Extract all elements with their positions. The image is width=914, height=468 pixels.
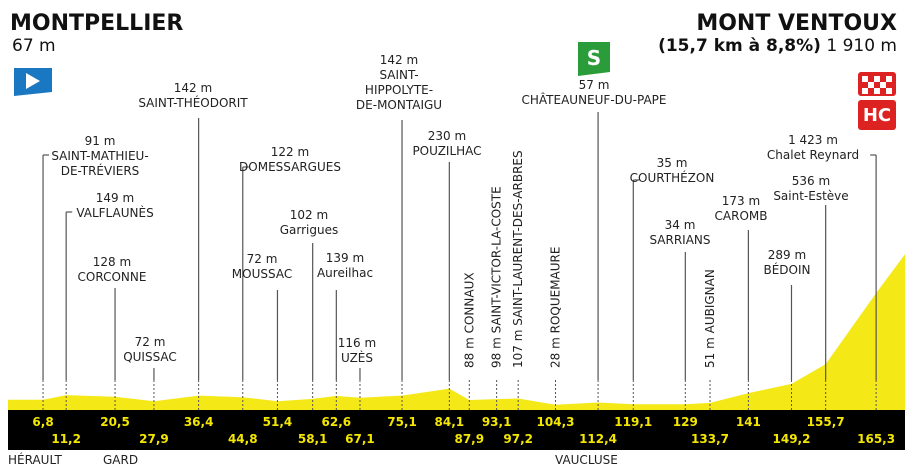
waypoint-name: Saint-Estève xyxy=(773,189,848,203)
finish-name: MONT VENTOUX xyxy=(696,11,897,36)
finish-altitude: 1 910 m xyxy=(826,36,897,56)
waypoint-name: HIPPOLYTE- xyxy=(365,83,433,97)
hc-label: HC xyxy=(863,105,891,126)
waypoint-altitude: 139 m xyxy=(326,251,364,265)
km-label: 27,9 xyxy=(139,432,169,446)
waypoint-altitude: 57 m xyxy=(579,78,610,92)
waypoint-altitude: 289 m xyxy=(768,248,806,262)
elevation-profile xyxy=(8,293,877,410)
waypoint-name: DOMESSARGUES xyxy=(239,160,341,174)
waypoint-name: QUISSAC xyxy=(123,350,177,364)
km-label: 58,1 xyxy=(298,432,328,446)
km-label: 155,7 xyxy=(807,415,845,429)
waypoint-label: 51 m AUBIGNAN xyxy=(703,269,717,368)
waypoint-altitude: 34 m xyxy=(665,218,696,232)
start-arrow xyxy=(26,73,40,89)
waypoint-altitude: 128 m xyxy=(93,255,131,269)
waypoint-label: 98 m SAINT-VICTOR-LA-COSTE xyxy=(490,186,504,368)
waypoint-altitude: 91 m xyxy=(85,134,116,148)
km-label: 97,2 xyxy=(503,432,533,446)
km-label: 62,6 xyxy=(322,415,352,429)
start-name: MONTPELLIER xyxy=(10,11,183,36)
finish-info: (15,7 km à 8,8%) 1 910 m xyxy=(658,36,897,56)
waypoint-name: CHÂTEAUNEUF-DU-PAPE xyxy=(521,92,666,107)
waypoint-name: SARRIANS xyxy=(649,233,710,247)
waypoint-name: SAINT-VICTOR-LA-COSTE xyxy=(490,186,504,333)
region-label: GARD xyxy=(103,453,138,467)
finish-flag xyxy=(858,72,896,96)
waypoint-name: ROQUEMAURE xyxy=(549,247,563,334)
waypoint-altitude: 230 m xyxy=(428,129,466,143)
waypoint-altitude: 1 423 m xyxy=(788,133,838,147)
km-label: 129 xyxy=(673,415,698,429)
km-label: 87,9 xyxy=(454,432,484,446)
waypoint-name: SAINT- xyxy=(379,68,418,82)
waypoint-name: UZÈS xyxy=(341,350,373,365)
waypoint-name: CAROMB xyxy=(715,209,768,223)
km-label: 141 xyxy=(736,415,761,429)
waypoint-name: SAINT-MATHIEU- xyxy=(51,149,148,163)
km-label: 149,2 xyxy=(773,432,811,446)
waypoint-altitude: 88 m xyxy=(462,337,476,368)
km-label: 119,1 xyxy=(614,415,652,429)
km-label: 93,1 xyxy=(482,415,512,429)
km-label: 133,7 xyxy=(691,432,729,446)
waypoint-altitude: 102 m xyxy=(290,208,328,222)
sprint-badge xyxy=(578,42,610,76)
waypoint-name: COURTHÉZON xyxy=(630,170,715,185)
waypoint-label: 88 m CONNAUX xyxy=(462,272,476,368)
km-label: 112,4 xyxy=(579,432,617,446)
waypoint-label: 107 m SAINT-LAURENT-DES-ARBRES xyxy=(511,150,525,368)
waypoint-name: Aureilhac xyxy=(317,266,373,280)
waypoint-name: DE-TRÉVIERS xyxy=(61,163,140,178)
final-climb xyxy=(876,254,905,410)
start-altitude: 67 m xyxy=(12,36,56,56)
km-label: 11,2 xyxy=(51,432,81,446)
region-label: VAUCLUSE xyxy=(555,453,618,467)
waypoint-altitude: 173 m xyxy=(722,194,760,208)
km-label: 36,4 xyxy=(184,415,214,429)
waypoint-label: 28 m ROQUEMAURE xyxy=(549,247,563,368)
km-label: 20,5 xyxy=(100,415,130,429)
km-label: 67,1 xyxy=(345,432,375,446)
waypoint-name: AUBIGNAN xyxy=(703,269,717,333)
km-label: 75,1 xyxy=(387,415,417,429)
sprint-label: S xyxy=(587,46,601,70)
waypoint-name: POUZILHAC xyxy=(412,144,481,158)
waypoint-altitude: 107 m xyxy=(511,330,525,368)
km-label: 104,3 xyxy=(537,415,575,429)
km-label: 44,8 xyxy=(228,432,258,446)
waypoint-altitude: 28 m xyxy=(549,337,563,368)
waypoint-name: MOUSSAC xyxy=(232,267,292,281)
km-label: 165,3 xyxy=(857,432,895,446)
waypoint-name: SAINT-LAURENT-DES-ARBRES xyxy=(511,150,525,325)
km-label: 84,1 xyxy=(435,415,465,429)
region-label: HÉRAULT xyxy=(8,452,62,467)
waypoint-altitude: 536 m xyxy=(792,174,830,188)
waypoint-name: CORCONNE xyxy=(78,270,147,284)
waypoint-altitude: 122 m xyxy=(271,145,309,159)
waypoint-altitude: 72 m xyxy=(247,252,278,266)
waypoint-name: BÉDOIN xyxy=(763,262,810,277)
waypoint-altitude: 149 m xyxy=(96,191,134,205)
waypoint-name: Chalet Reynard xyxy=(767,148,859,162)
waypoint-altitude: 116 m xyxy=(338,336,376,350)
hc-badge xyxy=(858,100,896,130)
waypoint-name: SAINT-THÉODORIT xyxy=(138,95,248,110)
waypoint-altitude: 35 m xyxy=(657,156,688,170)
km-label: 6,8 xyxy=(32,415,53,429)
waypoint-altitude: 51 m xyxy=(703,337,717,368)
finish-climb: (15,7 km à 8,8%) xyxy=(658,36,821,56)
waypoint-name: Garrigues xyxy=(280,223,339,237)
waypoint-altitude: 98 m xyxy=(490,337,504,368)
waypoint-name: DE-MONTAIGU xyxy=(356,98,442,112)
waypoint-altitude: 72 m xyxy=(135,335,166,349)
waypoint-name: VALFLAUNÈS xyxy=(76,205,153,220)
waypoint-name: CONNAUX xyxy=(462,272,476,333)
waypoint-altitude: 142 m xyxy=(380,53,418,67)
km-label: 51,4 xyxy=(263,415,293,429)
waypoint-altitude: 142 m xyxy=(174,81,212,95)
km-band xyxy=(8,410,905,450)
